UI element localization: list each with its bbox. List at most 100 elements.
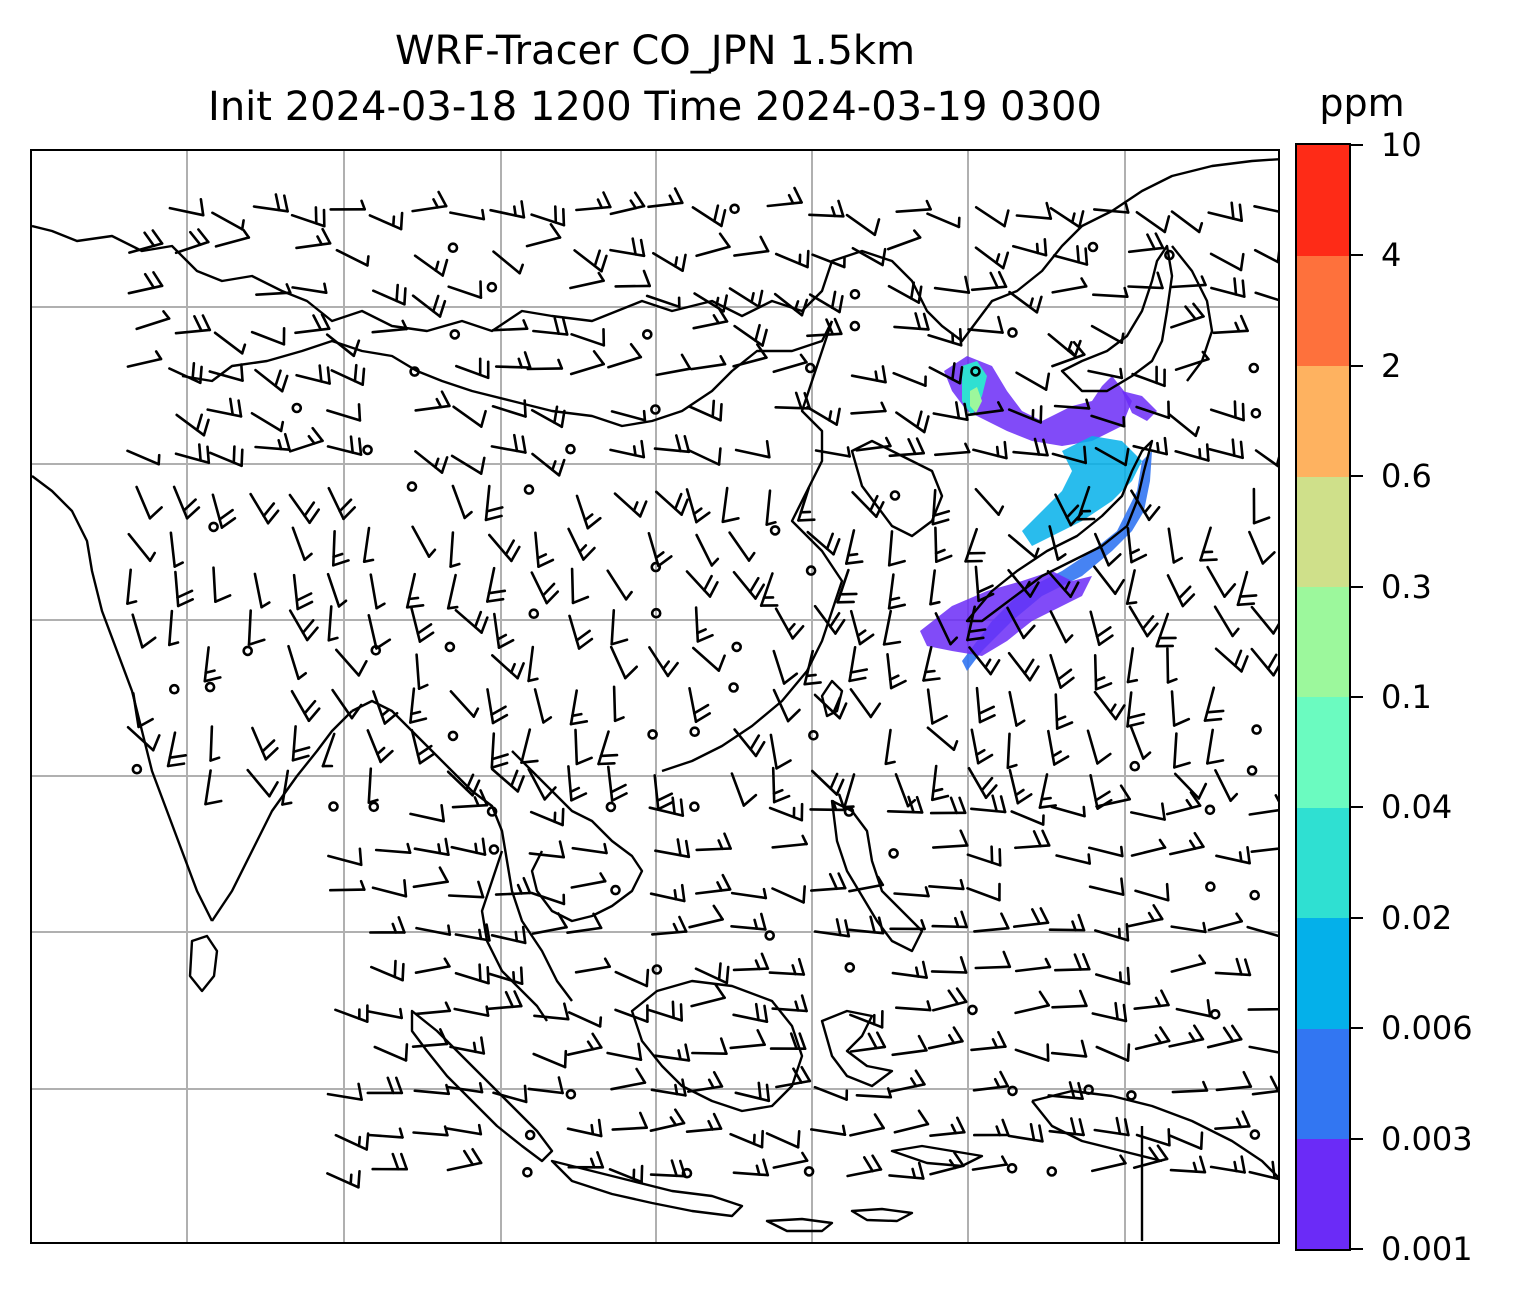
wind-barb-flag <box>977 705 996 715</box>
wind-barb-flag <box>1078 210 1085 229</box>
wind-barb-flag <box>1126 1043 1131 1062</box>
wind-barb-shaft <box>597 730 610 766</box>
wind-barb-flag <box>485 506 504 513</box>
wind-barb-flag <box>1242 1070 1253 1088</box>
wind-barb-shaft <box>369 965 404 982</box>
wind-barb-flag <box>755 1164 761 1176</box>
wind-barb-shaft <box>491 405 527 418</box>
wind-barb-flag <box>510 769 519 788</box>
wind-barb-shaft <box>607 355 643 369</box>
wind-barb-flag <box>481 837 487 856</box>
wind-barb-shaft <box>445 1127 483 1136</box>
wind-barb-flag <box>1077 1081 1084 1101</box>
wind-barb-flag <box>695 511 711 524</box>
wind-barb-flag <box>357 659 368 677</box>
calm-wind-circle <box>488 844 500 855</box>
wind-barb-shaft <box>694 967 729 985</box>
wind-barb-flag <box>1269 1075 1278 1093</box>
wind-barb-flag <box>1056 668 1073 681</box>
wind-barb-shaft <box>926 726 956 752</box>
wind-barb-flag <box>832 696 842 714</box>
wind-barb-flag <box>716 881 723 892</box>
wind-barb-shaft <box>447 894 485 899</box>
wind-barb-flag <box>1071 212 1076 224</box>
wind-barb-flag <box>168 753 187 760</box>
wind-barb-flag <box>357 1169 361 1189</box>
wind-barb-flag <box>856 629 867 638</box>
wind-barb-shaft <box>212 566 217 604</box>
wind-barb-flag <box>797 957 806 976</box>
wind-barb-flag <box>126 600 138 605</box>
wind-barb-flag <box>931 714 948 725</box>
colorbar <box>1295 143 1351 1251</box>
wind-barb-flag <box>575 756 593 766</box>
wind-barb-flag <box>806 249 810 269</box>
wind-barb-flag <box>802 885 807 904</box>
wind-barb-flag <box>722 294 729 313</box>
wind-barb-shaft <box>1206 565 1226 598</box>
wind-barb-flag <box>633 191 646 208</box>
wind-barb-shaft <box>414 450 444 474</box>
wind-barb-shaft <box>1091 1161 1127 1173</box>
wind-barb-flag <box>1040 796 1052 801</box>
wind-barb-flag <box>589 1157 596 1169</box>
wind-barb-shaft <box>1127 285 1164 290</box>
wind-barb-flag <box>1068 1081 1076 1100</box>
wind-barb-flag <box>349 1173 353 1186</box>
wind-barb-flag <box>600 254 608 273</box>
wind-barb-shaft <box>768 971 806 976</box>
wind-barb-flag <box>173 561 184 568</box>
wind-barb-flag <box>490 761 509 769</box>
wind-barb-flag <box>349 435 355 454</box>
wind-barb-shaft <box>972 1084 1010 1092</box>
wind-barb-flag <box>522 876 532 895</box>
calm-wind-circle <box>764 930 776 941</box>
wind-barb-flag <box>331 559 350 567</box>
calm-wind-circle <box>970 366 981 377</box>
wind-barb-shaft <box>849 1045 887 1053</box>
wind-barb-flag <box>756 1028 766 1047</box>
wind-barb-shaft <box>772 649 786 685</box>
wind-barb-shaft <box>415 653 421 691</box>
wind-barb-shaft <box>886 236 922 251</box>
wind-barb-flag <box>357 437 363 456</box>
wind-barb-flag <box>220 516 237 529</box>
wind-barb-shaft <box>969 807 1007 814</box>
coastline-timor <box>890 1144 984 1168</box>
wind-barb-flag <box>599 872 607 883</box>
wind-barb-shaft <box>326 572 341 608</box>
lat-lon-gridlines <box>32 151 1278 1242</box>
wind-barb-shaft <box>1125 569 1136 605</box>
wind-barb-shaft <box>447 285 483 299</box>
wind-barb-shaft <box>527 767 547 801</box>
wind-barb-shaft <box>1170 961 1206 973</box>
wind-barb-shaft <box>926 212 961 229</box>
wind-barb-shaft <box>974 965 1012 970</box>
wind-barb-flag <box>761 328 768 347</box>
wind-barb-shaft <box>175 413 206 437</box>
wind-barb-shaft <box>1248 1045 1278 1054</box>
wind-barb-flag <box>976 753 994 765</box>
calm-wind-circle <box>409 366 420 377</box>
wind-barb-shaft <box>882 609 893 646</box>
wind-barb-flag <box>782 672 799 685</box>
wind-barb-flag <box>545 590 560 605</box>
calm-wind-circle <box>650 607 662 619</box>
wind-barb-flag <box>1035 242 1040 255</box>
wind-barb-shaft <box>334 648 361 677</box>
wind-barb-flag <box>551 460 557 472</box>
wind-barb-flag <box>320 313 331 330</box>
wind-barb-shaft <box>174 452 211 465</box>
calm-wind-circle <box>565 1088 577 1100</box>
wind-barb-flag <box>1189 839 1197 850</box>
wind-barb-flag <box>523 351 532 369</box>
calm-wind-circle <box>1249 1129 1261 1140</box>
wind-barb-flag <box>513 990 523 1008</box>
wind-barb-flag <box>1114 704 1126 721</box>
wind-barb-flag <box>953 1151 965 1168</box>
wind-barb-flag <box>1271 1160 1276 1180</box>
wind-barb-flag <box>603 957 612 968</box>
wind-barb-flag <box>917 1161 925 1180</box>
wind-barb-flag <box>712 1112 723 1130</box>
calm-wind-circle <box>1164 249 1175 261</box>
